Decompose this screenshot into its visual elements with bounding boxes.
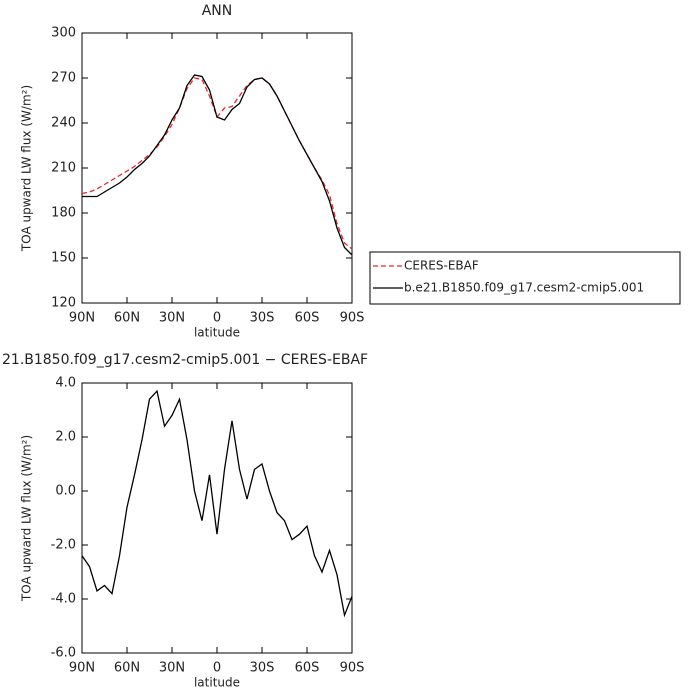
x-tick-label: 60S — [295, 661, 320, 676]
y-tick-label: -6.0 — [51, 646, 76, 661]
plot-frame — [81, 32, 353, 304]
data-line — [82, 74, 353, 256]
x-tick-label: 60N — [114, 311, 140, 326]
x-axis-label: latitude — [194, 326, 240, 340]
legend-label: b.e21.B1850.f09_g17.cesm2-cmip5.001 — [404, 281, 644, 295]
x-tick-label: 0 — [213, 311, 221, 326]
y-tick-label: 240 — [51, 116, 76, 131]
y-tick-label: 2.0 — [55, 430, 76, 445]
y-tick-label: 300 — [51, 26, 76, 41]
legend-box — [369, 251, 681, 305]
x-tick-label: 30S — [250, 661, 275, 676]
y-axis-label: TOA upward LW flux (W/m²) — [20, 85, 34, 252]
x-tick-label: 30N — [159, 661, 185, 676]
y-axis-label: TOA upward LW flux (W/m²) — [20, 435, 34, 602]
chart-title: 21.B1850.f09_g17.cesm2-cmip5.001 − CERES… — [2, 352, 368, 368]
x-tick-label: 90S — [340, 661, 365, 676]
plot-frame — [81, 382, 353, 654]
x-tick-label: 30S — [250, 311, 275, 326]
y-tick-label: 210 — [51, 161, 76, 176]
x-tick-label: 90N — [69, 311, 95, 326]
chart-title: ANN — [202, 3, 233, 19]
y-tick-label: 150 — [51, 251, 76, 266]
data-line — [81, 389, 353, 618]
x-tick-label: 90N — [69, 661, 95, 676]
x-tick-label: 30N — [159, 311, 185, 326]
x-tick-label: 90S — [340, 311, 365, 326]
x-axis-label: latitude — [194, 676, 240, 690]
y-tick-label: 4.0 — [55, 376, 76, 391]
x-tick-label: 0 — [213, 661, 221, 676]
legend-label: CERES-EBAF — [404, 259, 479, 273]
y-tick-label: 180 — [51, 206, 76, 221]
y-tick-label: 120 — [51, 296, 76, 311]
y-tick-label: -4.0 — [51, 592, 76, 607]
y-tick-label: -2.0 — [51, 538, 76, 553]
x-tick-label: 60S — [295, 311, 320, 326]
y-tick-label: 270 — [51, 71, 76, 86]
y-tick-label: 0.0 — [55, 484, 76, 499]
x-tick-label: 60N — [114, 661, 140, 676]
